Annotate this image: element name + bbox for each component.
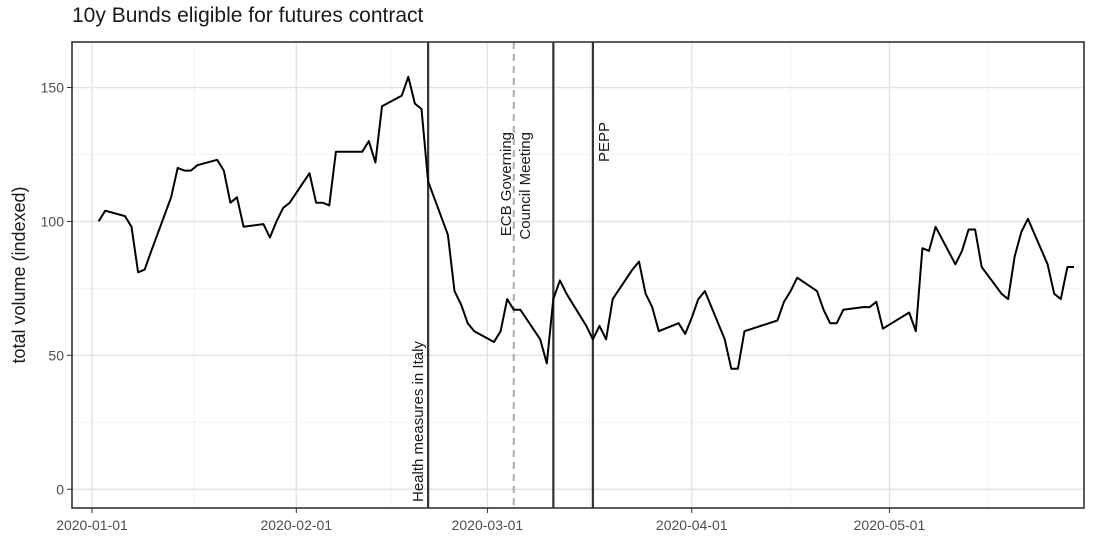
y-tick-label: 100 (41, 213, 65, 229)
series-line (97, 75, 1074, 370)
y-tick-label: 0 (56, 481, 64, 497)
plot-panel-border (71, 41, 1085, 509)
x-tick-label: 2020-05-01 (854, 517, 926, 533)
x-tick-label: 2020-04-01 (656, 517, 728, 533)
event-line-label: PEPP (596, 122, 613, 162)
major-gridlines (72, 42, 1084, 508)
event-line-label-line: ECB Governing (498, 132, 515, 236)
x-tick-label: 2020-02-01 (260, 517, 332, 533)
y-tick-label: 50 (48, 347, 64, 363)
event-line-label: Health measures in Italy (410, 341, 427, 502)
minor-gridlines (72, 42, 1084, 508)
y-tick-label: 150 (41, 80, 65, 96)
chart-title: 10y Bunds eligible for futures contract (72, 4, 424, 27)
event-lines: Health measures in Italy ECB Governing Cou… (410, 42, 613, 508)
x-tick-label: 2020-01-01 (56, 517, 128, 533)
event-line-label-line: Council Meeting (517, 132, 534, 240)
x-tick-label: 2020-03-01 (452, 517, 524, 533)
x-axis: 2020-01-01 2020-02-01 2020-03-01 2020-04-01… (56, 508, 925, 533)
y-axis: 0 50 100 150 (41, 80, 72, 497)
series-layer (97, 75, 1074, 370)
event-line-label-line: PEPP (596, 122, 613, 162)
event-line-label-line: Health measures in Italy (410, 341, 427, 502)
y-axis-title: total volume (indexed) (9, 186, 29, 363)
event-line-label: ECB Governing Council Meeting (498, 132, 534, 240)
